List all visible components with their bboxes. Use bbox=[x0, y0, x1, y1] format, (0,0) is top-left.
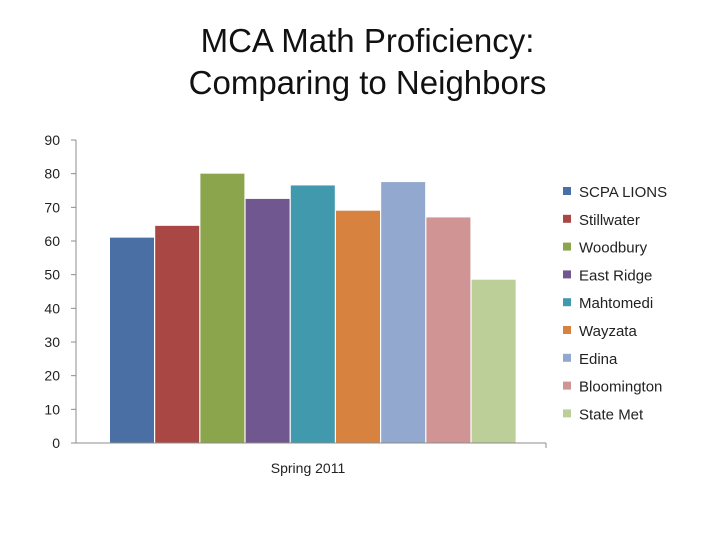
y-tick-label: 0 bbox=[52, 435, 60, 451]
legend-label: Bloomington bbox=[579, 379, 662, 396]
legend-swatch bbox=[563, 409, 571, 418]
legend-label: State Met bbox=[579, 406, 644, 423]
y-tick-label: 80 bbox=[44, 166, 60, 182]
bar-woodbury bbox=[200, 173, 245, 443]
legend-label: Woodbury bbox=[579, 240, 648, 257]
bar-scpa-lions bbox=[110, 237, 154, 443]
bar-state-met bbox=[471, 279, 516, 443]
legend-swatch bbox=[563, 326, 571, 334]
legend-swatch bbox=[563, 214, 571, 223]
bar-edina bbox=[381, 182, 426, 444]
bar-bloomington bbox=[426, 217, 471, 443]
y-tick-label: 30 bbox=[44, 334, 60, 350]
bar-wayzata bbox=[336, 210, 380, 443]
y-tick-label: 50 bbox=[44, 267, 60, 283]
x-category-label: Spring 2011 bbox=[271, 460, 346, 476]
chart-title-line-1: MCA Math Proficiency: bbox=[200, 22, 535, 59]
y-tick-label: 60 bbox=[44, 233, 60, 249]
y-tick-label: 90 bbox=[44, 132, 60, 148]
legend-label: Stillwater bbox=[579, 212, 640, 229]
legend-label: East Ridge bbox=[579, 267, 652, 284]
legend-swatch bbox=[563, 381, 571, 390]
y-tick-label: 70 bbox=[44, 199, 60, 215]
bar-east-ridge bbox=[245, 198, 290, 443]
bar-stillwater bbox=[155, 225, 200, 443]
legend-swatch bbox=[563, 270, 571, 279]
y-tick-label: 10 bbox=[44, 401, 60, 417]
legend-label: Edina bbox=[579, 351, 618, 368]
y-tick-label: 40 bbox=[44, 300, 60, 316]
legend-label: SCPA LIONS bbox=[579, 184, 667, 201]
chart-title: MCA Math Proficiency: Comparing to Neigh… bbox=[0, 20, 720, 104]
legend-swatch bbox=[563, 298, 571, 307]
legend-label: Wayzata bbox=[579, 323, 637, 340]
bar-mahtomedi bbox=[290, 185, 335, 443]
legend-swatch bbox=[563, 242, 571, 251]
y-tick-label: 20 bbox=[44, 368, 60, 384]
legend-swatch bbox=[563, 187, 571, 195]
chart-title-line-2: Comparing to Neighbors bbox=[188, 64, 547, 101]
legend-label: Mahtomedi bbox=[579, 295, 653, 312]
legend-swatch bbox=[563, 353, 571, 362]
